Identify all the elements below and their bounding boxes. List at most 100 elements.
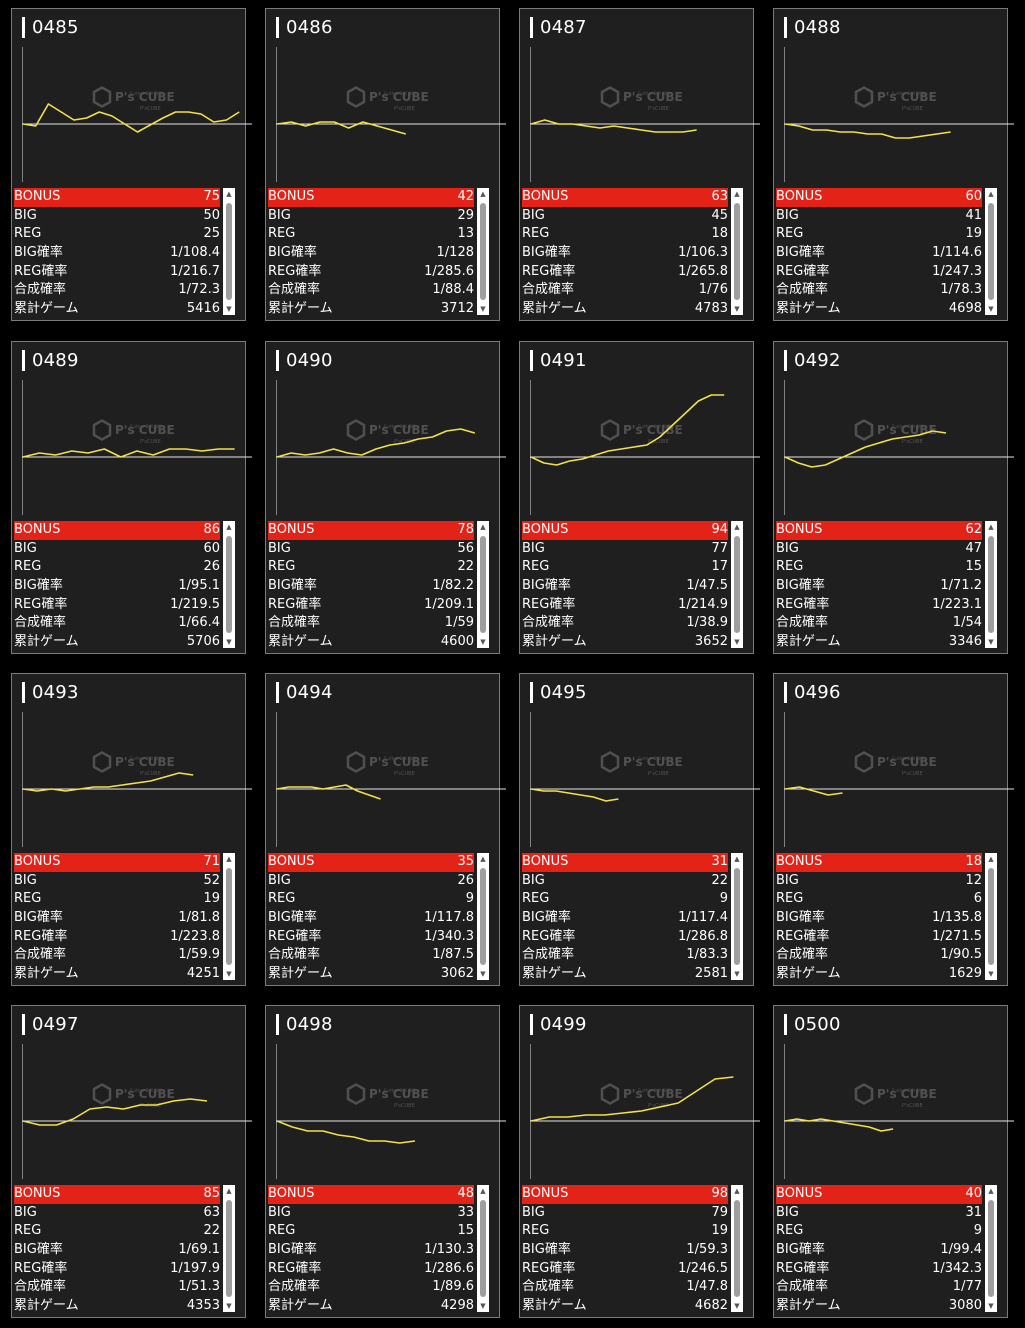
stats-scrollbar[interactable]: ▲ ▼ (985, 1185, 997, 1312)
stats-scrollbar[interactable]: ▲ ▼ (223, 521, 235, 648)
stats-scrollbar[interactable]: ▲ ▼ (731, 853, 743, 980)
scroll-thumb[interactable] (480, 536, 486, 633)
scroll-down-arrow-icon[interactable]: ▼ (480, 305, 486, 313)
stats-scrollbar[interactable]: ▲ ▼ (477, 188, 489, 315)
scroll-thumb[interactable] (988, 203, 994, 300)
stats-scrollbar[interactable]: ▲ ▼ (223, 188, 235, 315)
scroll-down-arrow-icon[interactable]: ▼ (480, 1302, 486, 1310)
stats-scrollbar[interactable]: ▲ ▼ (477, 521, 489, 648)
reg-prob-label: REG確率 (14, 596, 68, 612)
stats-scrollbar[interactable]: ▲ ▼ (985, 521, 997, 648)
payout-chart-svg: P's CUBE Further Still Still P'sCUBE (276, 712, 506, 847)
scroll-thumb[interactable] (226, 1200, 232, 1297)
stats-scrollbar[interactable]: ▲ ▼ (477, 853, 489, 980)
bonus-row: BONUS 42 (268, 188, 474, 207)
scroll-down-arrow-icon[interactable]: ▼ (226, 305, 232, 313)
scroll-down-arrow-icon[interactable]: ▼ (734, 970, 740, 978)
scroll-down-arrow-icon[interactable]: ▼ (226, 638, 232, 646)
machine-card-0500[interactable]: 0500 P's CUBE Further Still Still P'sCUB… (773, 1005, 1014, 1318)
machine-card-0486[interactable]: 0486 P's CUBE Further Still Still P'sCUB… (265, 8, 506, 321)
machine-card-0491[interactable]: 0491 P's CUBE Further Still Still P'sCUB… (519, 341, 760, 654)
total-games-label: 累計ゲーム (522, 1298, 587, 1314)
machine-card-0485[interactable]: 0485 P's CUBE Further Still Still P'sCUB… (11, 8, 252, 321)
scroll-up-arrow-icon[interactable]: ▲ (988, 523, 994, 531)
machine-card-0496[interactable]: 0496 P's CUBE Further Still Still P'sCUB… (773, 673, 1014, 986)
scroll-up-arrow-icon[interactable]: ▲ (734, 523, 740, 531)
scroll-down-arrow-icon[interactable]: ▼ (480, 970, 486, 978)
machine-card-0487[interactable]: 0487 P's CUBE Further Still Still P'sCUB… (519, 8, 760, 321)
scroll-thumb[interactable] (734, 536, 740, 633)
scroll-down-arrow-icon[interactable]: ▼ (480, 638, 486, 646)
scroll-thumb[interactable] (226, 536, 232, 633)
machine-card-0492[interactable]: 0492 P's CUBE Further Still Still P'sCUB… (773, 341, 1014, 654)
machine-card-0497[interactable]: 0497 P's CUBE Further Still Still P'sCUB… (11, 1005, 252, 1318)
payout-chart-svg: P's CUBE Further Still Still P'sCUBE (784, 712, 1014, 847)
combined-prob-value: 1/59.9 (178, 947, 220, 963)
scroll-down-arrow-icon[interactable]: ▼ (734, 305, 740, 313)
scroll-down-arrow-icon[interactable]: ▼ (988, 638, 994, 646)
scroll-thumb[interactable] (734, 203, 740, 300)
scroll-down-arrow-icon[interactable]: ▼ (988, 1302, 994, 1310)
cube-logo-icon (346, 419, 366, 441)
scroll-thumb[interactable] (226, 868, 232, 965)
scroll-up-arrow-icon[interactable]: ▲ (480, 855, 486, 863)
scroll-down-arrow-icon[interactable]: ▼ (226, 1302, 232, 1310)
scroll-thumb[interactable] (226, 203, 232, 300)
scroll-thumb[interactable] (988, 868, 994, 965)
stats-scrollbar[interactable]: ▲ ▼ (223, 853, 235, 980)
combined-prob-row: 合成確率 1/87.5 (268, 946, 474, 965)
machine-card-0488[interactable]: 0488 P's CUBE Further Still Still P'sCUB… (773, 8, 1014, 321)
bonus-value: 85 (203, 1186, 220, 1201)
machine-card-0489[interactable]: 0489 P's CUBE Further Still Still P'sCUB… (11, 341, 252, 654)
stats-scrollbar[interactable]: ▲ ▼ (731, 521, 743, 648)
reg-prob-value: 1/214.9 (678, 596, 728, 612)
scroll-up-arrow-icon[interactable]: ▲ (480, 190, 486, 198)
bonus-value: 98 (711, 1186, 728, 1201)
scroll-down-arrow-icon[interactable]: ▼ (988, 305, 994, 313)
machine-card-0499[interactable]: 0499 P's CUBE Further Still Still P'sCUB… (519, 1005, 760, 1318)
scroll-down-arrow-icon[interactable]: ▼ (226, 970, 232, 978)
machine-card-0498[interactable]: 0498 P's CUBE Further Still Still P'sCUB… (265, 1005, 506, 1318)
stats-scrollbar[interactable]: ▲ ▼ (985, 853, 997, 980)
total-games-row: 累計ゲーム 3712 (268, 300, 474, 319)
scroll-thumb[interactable] (734, 1200, 740, 1297)
scroll-thumb[interactable] (480, 203, 486, 300)
stats-scrollbar[interactable]: ▲ ▼ (223, 1185, 235, 1312)
machine-card-0495[interactable]: 0495 P's CUBE Further Still Still P'sCUB… (519, 673, 760, 986)
scroll-up-arrow-icon[interactable]: ▲ (734, 1187, 740, 1195)
bonus-row: BONUS 60 (776, 188, 982, 207)
scroll-up-arrow-icon[interactable]: ▲ (226, 855, 232, 863)
payout-line (530, 788, 619, 802)
scroll-up-arrow-icon[interactable]: ▲ (226, 523, 232, 531)
big-label: BIG (268, 1204, 291, 1220)
machine-card-0493[interactable]: 0493 P's CUBE Further Still Still P'sCUB… (11, 673, 252, 986)
scroll-down-arrow-icon[interactable]: ▼ (734, 1302, 740, 1310)
stats-scrollbar[interactable]: ▲ ▼ (477, 1185, 489, 1312)
scroll-up-arrow-icon[interactable]: ▲ (734, 190, 740, 198)
scroll-thumb[interactable] (480, 1200, 486, 1297)
machine-card-0490[interactable]: 0490 P's CUBE Further Still Still P'sCUB… (265, 341, 506, 654)
scroll-up-arrow-icon[interactable]: ▲ (988, 855, 994, 863)
scroll-up-arrow-icon[interactable]: ▲ (988, 1187, 994, 1195)
scroll-thumb[interactable] (988, 536, 994, 633)
scroll-thumb[interactable] (734, 868, 740, 965)
reg-prob-value: 1/219.5 (170, 596, 220, 612)
stats-scrollbar[interactable]: ▲ ▼ (731, 1185, 743, 1312)
scroll-thumb[interactable] (988, 1200, 994, 1297)
stats-scrollbar[interactable]: ▲ ▼ (985, 188, 997, 315)
scroll-up-arrow-icon[interactable]: ▲ (988, 190, 994, 198)
machine-number: 0495 (540, 682, 587, 703)
scroll-up-arrow-icon[interactable]: ▲ (226, 1187, 232, 1195)
reg-row: REG 22 (268, 558, 474, 577)
watermark-brand: P's CUBE (877, 1087, 937, 1101)
scroll-down-arrow-icon[interactable]: ▼ (988, 970, 994, 978)
scroll-thumb[interactable] (480, 868, 486, 965)
scroll-up-arrow-icon[interactable]: ▲ (226, 190, 232, 198)
scroll-up-arrow-icon[interactable]: ▲ (480, 523, 486, 531)
scroll-up-arrow-icon[interactable]: ▲ (734, 855, 740, 863)
scroll-up-arrow-icon[interactable]: ▲ (480, 1187, 486, 1195)
machine-number: 0497 (32, 1014, 79, 1035)
machine-card-0494[interactable]: 0494 P's CUBE Further Still Still P'sCUB… (265, 673, 506, 986)
stats-scrollbar[interactable]: ▲ ▼ (731, 188, 743, 315)
scroll-down-arrow-icon[interactable]: ▼ (734, 638, 740, 646)
